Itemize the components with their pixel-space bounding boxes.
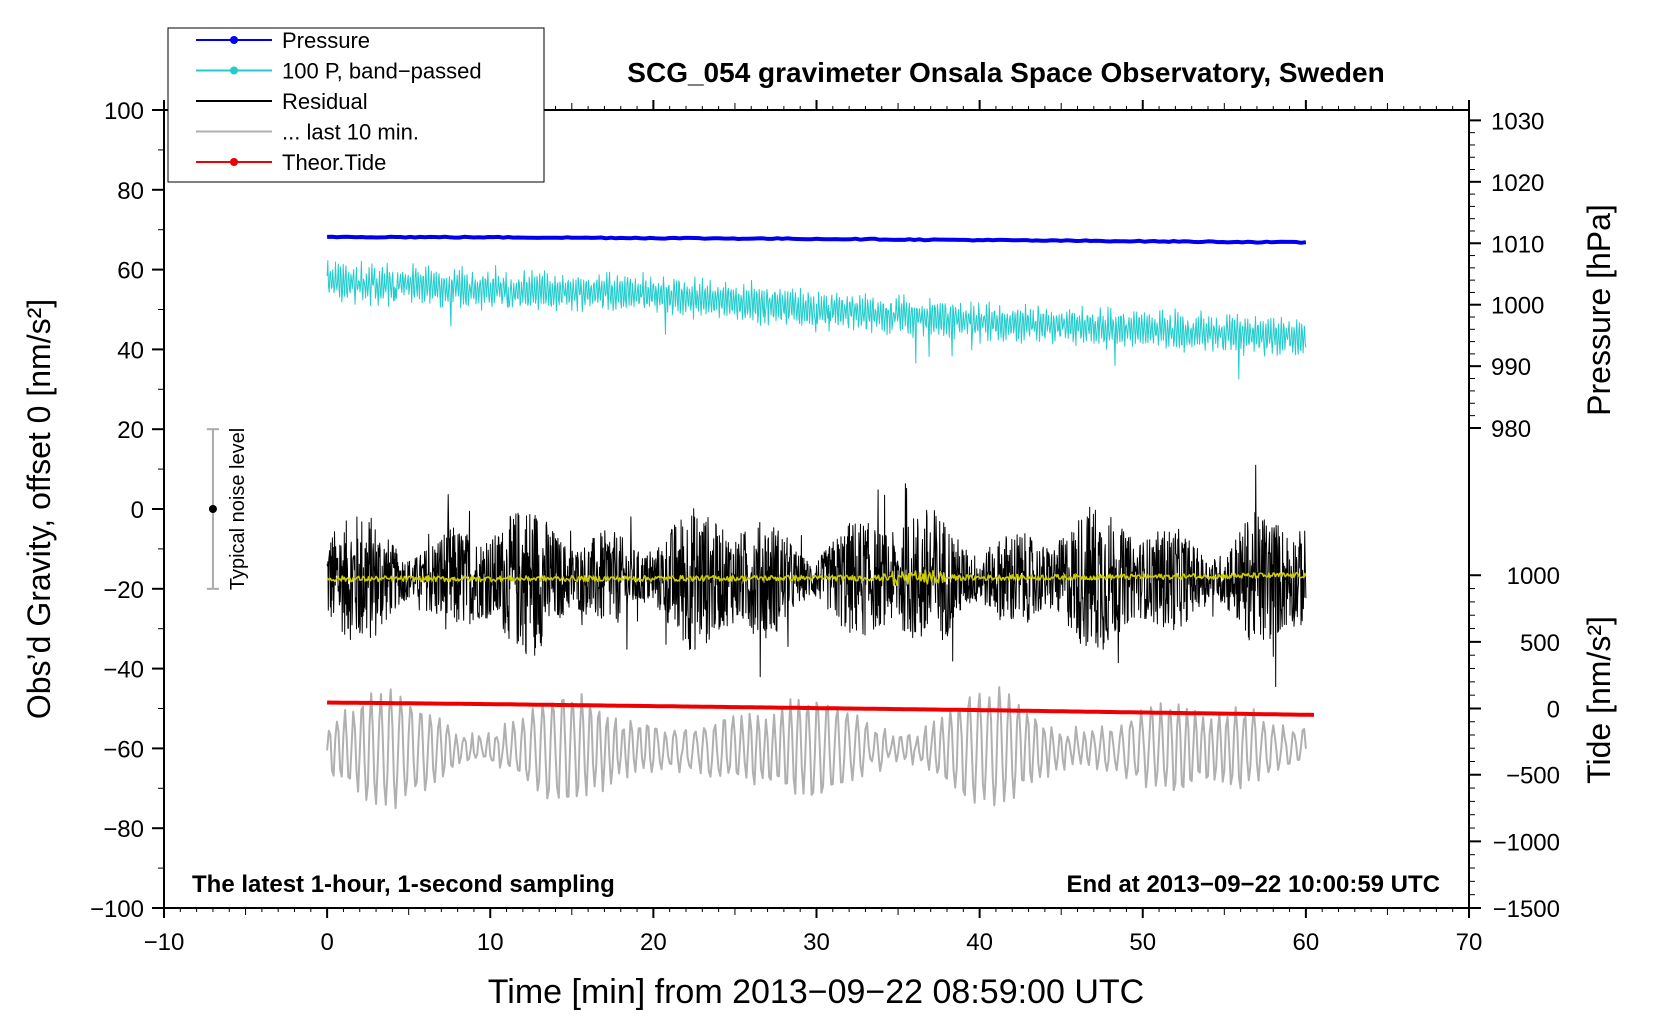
x-tick-label: 70 — [1456, 929, 1483, 956]
noise-bar-label: Typical noise level — [227, 428, 249, 590]
pressure-tick-label: 1010 — [1491, 231, 1544, 258]
legend-label: ... last 10 min. — [282, 120, 419, 145]
y-tick-label: −80 — [103, 816, 144, 843]
bandpassed-line — [326, 260, 1307, 380]
legend-marker — [230, 158, 238, 166]
right-note: End at 2013−09−22 10:00:59 UTC — [1066, 871, 1440, 898]
legend-label: Pressure — [282, 28, 370, 53]
residual-line — [326, 464, 1307, 688]
tide-tick-label: 500 — [1520, 630, 1560, 657]
pressure-tick-label: 1000 — [1491, 293, 1544, 320]
y-axis-label-tide: Tide [nm/s²] — [1581, 616, 1617, 784]
tide-tick-label: 0 — [1547, 697, 1560, 724]
tide-tick-label: −1000 — [1493, 829, 1560, 856]
x-tick-label: −10 — [144, 929, 185, 956]
x-axis-label: Time [min] from 2013−09−22 08:59:00 UTC — [488, 973, 1144, 1011]
x-tick-label: 0 — [320, 929, 333, 956]
legend-label: Theor.Tide — [282, 150, 386, 175]
legend-box — [167, 27, 545, 183]
legend-marker — [230, 36, 238, 44]
legend: Pressure 100 P, band−passed Residual ... la… — [167, 27, 545, 183]
chart-title: SCG_054 gravimeter Onsala Space Observat… — [627, 57, 1384, 88]
noise-bar: Typical noise level — [206, 428, 249, 590]
legend-label: Residual — [282, 89, 368, 114]
tide-line — [327, 700, 1315, 717]
y-tick-label: 20 — [117, 417, 144, 444]
y-tick-label: −20 — [103, 577, 144, 604]
x-tick-label: 50 — [1129, 929, 1156, 956]
pressure-tick-label: 980 — [1491, 416, 1531, 443]
x-tick-label: 40 — [966, 929, 993, 956]
y-tick-label: 100 — [104, 98, 144, 125]
y-tick-label: −100 — [90, 896, 144, 923]
series-layer — [326, 234, 1315, 810]
ticks-layer: −10 0 10 20 30 40 50 60 70−100−80−60−40−20020406… — [90, 98, 1560, 956]
y-tick-label: 60 — [117, 258, 144, 285]
tide-tick-label: −1500 — [1493, 896, 1560, 923]
pressure-tick-label: 1030 — [1491, 108, 1544, 135]
y-axis-label-pressure: Pressure [hPa] — [1581, 204, 1617, 416]
last-10-min-line — [326, 686, 1307, 810]
y-tick-label: 0 — [131, 497, 144, 524]
pressure-tick-label: 1020 — [1491, 170, 1544, 197]
legend-marker — [230, 66, 238, 75]
x-tick-label: 60 — [1293, 929, 1320, 956]
x-tick-label: 20 — [640, 929, 667, 956]
tide-tick-label: 1000 — [1507, 563, 1560, 590]
legend-label: 100 P, band−passed — [282, 59, 482, 84]
x-tick-label: 30 — [803, 929, 830, 956]
left-note: The latest 1-hour, 1-second sampling — [192, 871, 615, 898]
y-axis-label-left: Obs’d Gravity, offset 0 [nm/s²] — [21, 299, 57, 719]
residual-smoothed-line — [326, 569, 1307, 587]
pressure-tick-label: 990 — [1491, 354, 1531, 381]
tide-tick-label: −500 — [1506, 763, 1560, 790]
x-tick-label: 10 — [477, 929, 504, 956]
y-tick-label: −40 — [103, 657, 144, 684]
noise-bar-center-dot — [208, 505, 217, 513]
y-tick-label: −60 — [103, 736, 144, 763]
y-tick-label: 40 — [117, 337, 144, 364]
y-tick-label: 80 — [117, 178, 144, 205]
pressure-line — [327, 234, 1307, 245]
